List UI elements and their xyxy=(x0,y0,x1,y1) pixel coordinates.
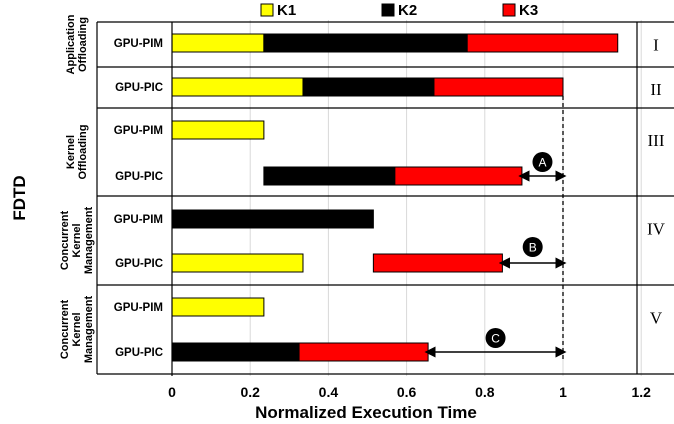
legend-label-k1: K1 xyxy=(277,2,296,19)
bar-segment-k1 xyxy=(171,77,304,97)
bar-segment-k2 xyxy=(263,166,396,186)
group-label: Concurrent xyxy=(59,300,71,360)
row-label: GPU-PIM xyxy=(114,214,163,226)
annotation-label-c: C xyxy=(491,332,500,346)
row-label: GPU-PIC xyxy=(115,258,163,270)
group-label: Kernel xyxy=(71,312,83,346)
x-tick-label: 0 xyxy=(168,384,176,400)
bar-segment-k2 xyxy=(171,342,300,362)
group-label: Management xyxy=(83,207,95,275)
bar-segment-k3 xyxy=(298,342,429,362)
x-tick-label: 0.4 xyxy=(319,384,339,400)
row-label: GPU-PIM xyxy=(114,302,163,314)
legend-label-k2: K2 xyxy=(398,2,417,19)
x-tick-label: 0.2 xyxy=(240,384,260,400)
bar-segment-k1 xyxy=(171,297,265,317)
bar-segment-k2 xyxy=(171,209,374,229)
x-axis: 0 0.2 0.4 0.6 0.8 1 1.2 xyxy=(168,384,651,400)
row-label: GPU-PIM xyxy=(114,38,163,50)
legend-swatch-k2 xyxy=(381,3,395,17)
bar-segment-k1 xyxy=(171,253,304,273)
annotation-circle-b xyxy=(522,237,543,257)
row-label: GPU-PIC xyxy=(115,82,163,94)
y-axis-title: FDTD xyxy=(10,175,29,220)
group-roman-numeral: IV xyxy=(647,220,666,239)
chart-frame xyxy=(96,21,674,376)
bar-segment-k1 xyxy=(171,33,265,53)
legend-swatch-k1 xyxy=(260,3,274,17)
annotation-label-a: A xyxy=(538,156,546,170)
group-label: Offloading xyxy=(77,17,89,72)
bar-segment-k1 xyxy=(171,120,265,140)
annotations: A B C xyxy=(424,96,567,362)
x-tick-label: 0.8 xyxy=(475,384,495,400)
group-roman-numeral: II xyxy=(650,80,662,99)
group-label: Concurrent xyxy=(59,211,71,271)
group-label: Kernel xyxy=(65,135,77,169)
bar-segment-k3 xyxy=(372,253,503,273)
group-label: Kernel xyxy=(71,223,83,257)
annotation-label-b: B xyxy=(529,241,537,255)
x-tick-label: 0.6 xyxy=(397,384,417,400)
bar-segment-k3 xyxy=(394,166,523,186)
annotation-circle-a xyxy=(532,152,553,172)
group-roman-numeral: III xyxy=(648,131,665,150)
bar-segment-k3 xyxy=(433,77,564,97)
row-labels: Application Offloading IGPU-PIMIIGPU-PICKe… xyxy=(59,14,666,363)
legend-swatch-k3 xyxy=(502,3,516,17)
group-label: Offloading xyxy=(77,125,89,180)
bar-segment-k2 xyxy=(263,33,468,53)
x-tick-label: 1.2 xyxy=(631,384,651,400)
legend: K1 K2 K3 xyxy=(260,2,538,19)
row-label: GPU-PIM xyxy=(114,125,163,137)
annotation-circle-c xyxy=(485,328,506,348)
legend-label-k3: K3 xyxy=(519,2,538,19)
group-label: Management xyxy=(83,296,95,364)
group-roman-numeral: V xyxy=(650,309,663,328)
bar-segment-k3 xyxy=(466,33,619,53)
x-tick-label: 1 xyxy=(559,384,567,400)
row-label: GPU-PIC xyxy=(115,347,163,359)
x-axis-title: Normalized Execution Time xyxy=(255,403,477,422)
bars xyxy=(171,33,619,362)
group-label: Application xyxy=(65,14,77,74)
group-roman-numeral: I xyxy=(653,36,659,55)
bar-segment-k2 xyxy=(302,77,435,97)
row-label: GPU-PIC xyxy=(115,171,163,183)
grid-lines xyxy=(249,20,642,376)
